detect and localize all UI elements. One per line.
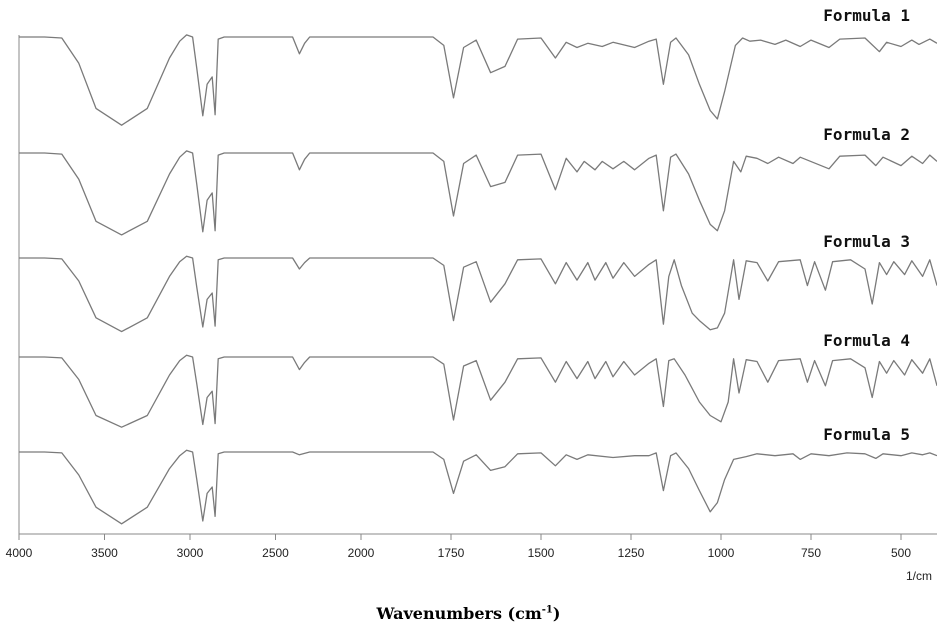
spectrum-series: Formula 4 bbox=[19, 331, 937, 428]
x-tick-label: 1250 bbox=[618, 546, 645, 560]
spectrum-line bbox=[19, 354, 937, 428]
spectrum-line bbox=[19, 449, 937, 525]
spectrum-series: Formula 2 bbox=[19, 125, 937, 236]
x-axis: 4000 3500 3000 2500 2000 1750 1500 1250 1000 750 5… bbox=[6, 35, 937, 583]
x-tick-label: 750 bbox=[801, 546, 821, 560]
series-label: Formula 1 bbox=[823, 6, 910, 25]
x-tick-label: 4000 bbox=[6, 546, 33, 560]
spectrum-line bbox=[19, 150, 937, 236]
spectrum-line bbox=[19, 255, 937, 333]
x-tick-label: 1500 bbox=[528, 546, 555, 560]
x-axis-unit-label: 1/cm bbox=[906, 569, 932, 583]
spectrum-line bbox=[19, 34, 937, 126]
x-tick-label: 2000 bbox=[348, 546, 375, 560]
series-label: Formula 2 bbox=[823, 125, 910, 144]
x-tick-label: 3500 bbox=[91, 546, 118, 560]
x-axis-title-superscript: -1 bbox=[541, 604, 553, 616]
series-label: Formula 3 bbox=[823, 232, 910, 251]
spectrum-series: Formula 5 bbox=[19, 425, 937, 525]
x-tick-label: 2500 bbox=[262, 546, 289, 560]
spectra-series: Formula 1 Formula 2 Formula 3 Formula 4 Form… bbox=[19, 6, 937, 525]
x-axis-title-close: ) bbox=[552, 604, 561, 623]
x-tick-label: 1000 bbox=[708, 546, 735, 560]
x-tick-label: 3000 bbox=[177, 546, 204, 560]
series-label: Formula 4 bbox=[823, 331, 910, 350]
spectrum-series: Formula 3 bbox=[19, 232, 937, 333]
x-axis-ticks: 4000 3500 3000 2500 2000 1750 1500 1250 1000 750 5… bbox=[6, 534, 911, 560]
x-tick-label: 1750 bbox=[438, 546, 465, 560]
x-tick-label: 500 bbox=[891, 546, 911, 560]
spectrum-series: Formula 1 bbox=[19, 6, 937, 126]
series-label: Formula 5 bbox=[823, 425, 910, 444]
x-axis-title: Wavenumbers (cm-1) bbox=[0, 604, 937, 623]
x-axis-title-text: Wavenumbers (cm bbox=[376, 604, 542, 623]
